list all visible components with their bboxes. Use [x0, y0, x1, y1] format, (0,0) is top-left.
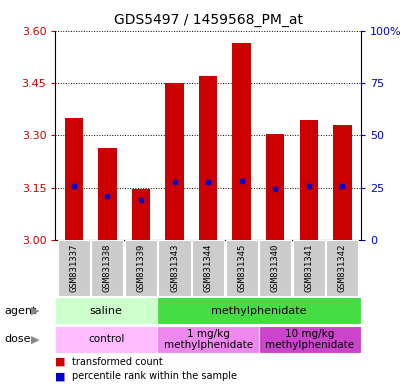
Text: transformed count: transformed count — [72, 357, 162, 367]
Bar — [332, 125, 351, 240]
Bar — [98, 147, 116, 240]
Text: GSM831345: GSM831345 — [236, 244, 245, 292]
Bar — [165, 83, 183, 240]
Bar — [299, 120, 317, 240]
Text: GSM831340: GSM831340 — [270, 244, 279, 292]
Bar — [158, 240, 190, 296]
Bar — [157, 297, 360, 324]
Text: GSM831338: GSM831338 — [103, 244, 112, 292]
Text: 10 mg/kg
methylphenidate: 10 mg/kg methylphenidate — [265, 329, 354, 350]
Bar — [292, 240, 324, 296]
Bar — [198, 76, 217, 240]
Text: GSM831337: GSM831337 — [69, 244, 78, 292]
Text: GSM831343: GSM831343 — [170, 244, 179, 292]
Text: ▶: ▶ — [31, 306, 39, 316]
Title: GDS5497 / 1459568_PM_at: GDS5497 / 1459568_PM_at — [113, 13, 302, 27]
Text: methylphenidate: methylphenidate — [211, 306, 306, 316]
Bar — [124, 240, 157, 296]
Text: control: control — [88, 334, 124, 344]
Text: percentile rank within the sample: percentile rank within the sample — [72, 371, 236, 381]
Text: saline: saline — [90, 306, 122, 316]
Bar — [65, 118, 83, 240]
Bar — [326, 240, 357, 296]
Bar — [55, 326, 157, 353]
Text: ▶: ▶ — [31, 334, 39, 344]
Text: GSM831342: GSM831342 — [337, 244, 346, 292]
Text: dose: dose — [4, 334, 31, 344]
Bar — [265, 134, 284, 240]
Bar — [191, 240, 224, 296]
Text: agent: agent — [4, 306, 36, 316]
Bar — [91, 240, 123, 296]
Bar — [232, 43, 250, 240]
Text: 1 mg/kg
methylphenidate: 1 mg/kg methylphenidate — [163, 329, 252, 350]
Bar — [258, 326, 360, 353]
Text: GSM831341: GSM831341 — [303, 244, 312, 292]
Text: ■: ■ — [55, 371, 66, 381]
Bar — [225, 240, 257, 296]
Bar — [131, 189, 150, 240]
Bar — [258, 240, 291, 296]
Bar — [157, 326, 258, 353]
Text: GSM831339: GSM831339 — [136, 244, 145, 292]
Bar — [55, 297, 157, 324]
Text: ■: ■ — [55, 357, 66, 367]
Bar — [58, 240, 90, 296]
Text: GSM831344: GSM831344 — [203, 244, 212, 292]
